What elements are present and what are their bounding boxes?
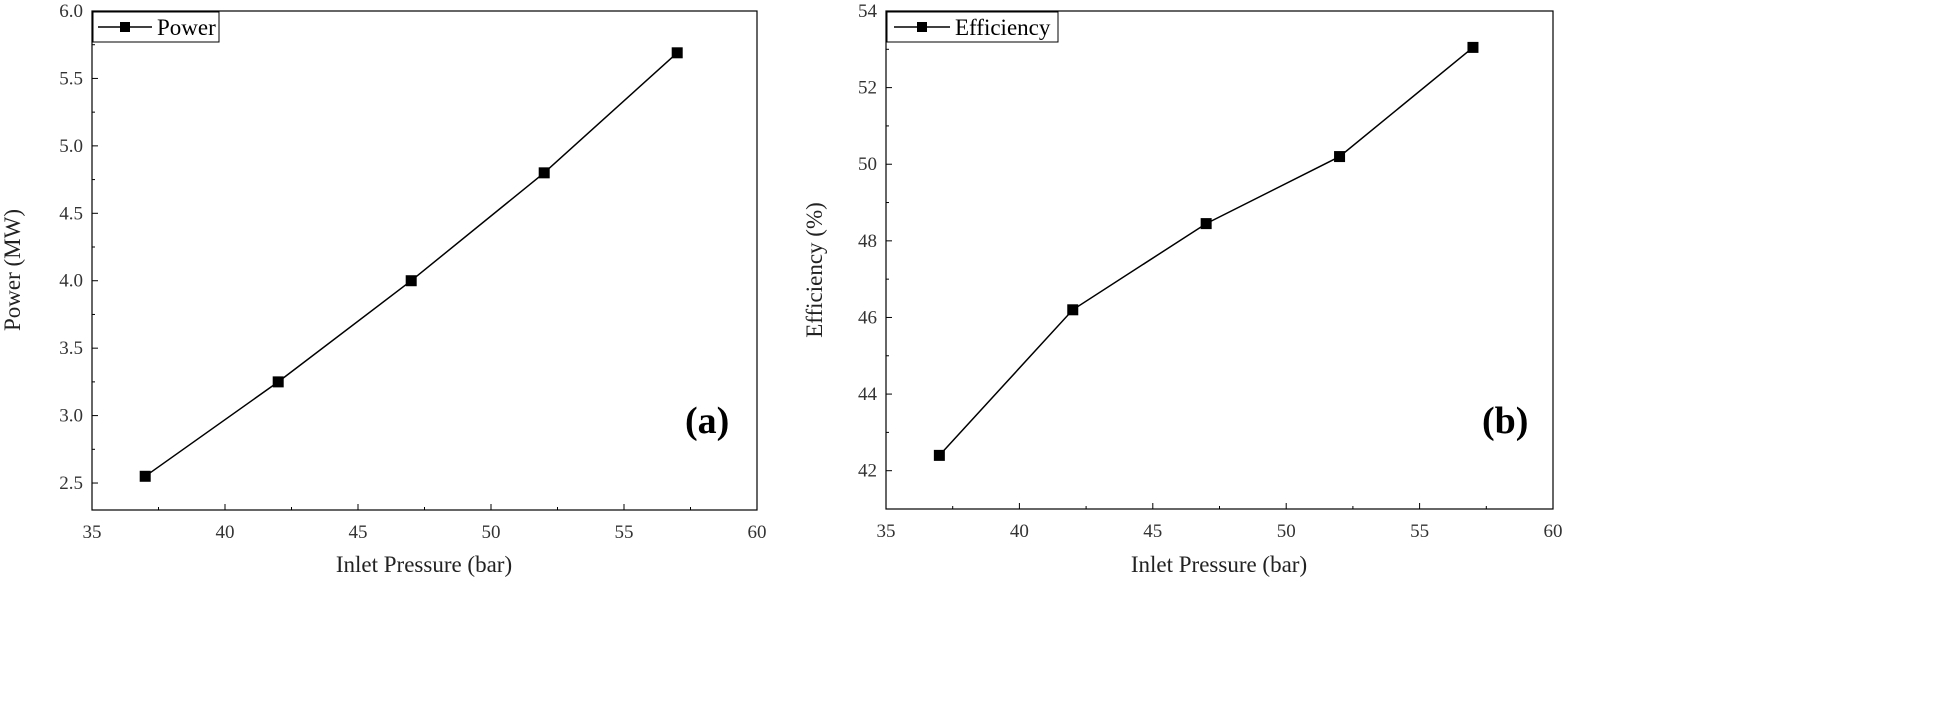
series-line [938,46,1474,456]
data-point-marker [933,449,945,461]
data-point-marker [1067,304,1079,316]
plot-area-frame [885,10,1554,510]
y-tick-label: 50 [858,154,877,175]
panel-label: (a) [685,400,729,442]
data-point-marker [671,47,683,59]
y-tick-label: 48 [858,231,877,252]
legend-label: Efficiency [955,15,1051,40]
x-tick-label: 35 [877,521,896,542]
y-tick-label: 3.5 [59,338,83,359]
y-tick-label: 5.0 [59,136,83,157]
x-tick-label: 45 [1143,521,1162,542]
legend: Efficiency [886,11,1059,43]
x-tick-label: 60 [1544,521,1563,542]
y-axis-ticks: 42 44 46 48 50 52 54 [858,1,892,510]
y-tick-label: 6.0 [59,1,83,22]
x-tick-label: 35 [83,522,102,543]
y-tick-label: 52 [858,78,877,99]
plot-area-frame [91,10,758,511]
data-point-marker [272,376,284,388]
series-line [144,52,678,477]
y-tick-label: 54 [858,1,878,22]
x-axis-ticks: 35 40 45 50 55 60 [83,504,767,543]
x-tick-label: 55 [615,522,634,543]
data-point-marker [1200,218,1212,230]
legend-label: Power [157,15,216,40]
y-tick-label: 3.0 [59,406,83,427]
x-tick-label: 50 [482,522,501,543]
y-axis-ticks: 2.5 3.0 3.5 4.0 4.5 5.0 5.5 6.0 [59,1,98,494]
y-axis-label: Power (MW) [0,209,25,331]
y-tick-label: 4.5 [59,203,83,224]
x-axis-label: Inlet Pressure (bar) [336,552,512,577]
data-point-marker [1467,41,1479,53]
x-tick-label: 45 [349,522,368,543]
x-axis-label: Inlet Pressure (bar) [1131,552,1307,577]
legend: Power [92,11,220,43]
data-point-marker [405,275,417,287]
legend-marker [120,22,130,32]
data-point-marker [139,470,151,482]
data-point-marker [538,167,550,179]
y-tick-label: 2.5 [59,473,83,494]
y-tick-label: 42 [858,461,877,482]
x-tick-label: 40 [216,522,235,543]
y-axis-label: Efficiency (%) [802,202,827,338]
panel-label: (b) [1482,400,1528,442]
x-axis-ticks: 35 40 45 50 55 60 [877,503,1563,542]
y-tick-label: 5.5 [59,68,83,89]
x-tick-label: 50 [1277,521,1296,542]
y-tick-label: 4.0 [59,271,83,292]
series-power [139,47,683,482]
chart-panel-power: 35 40 45 50 55 60 2.5 3.0 3.5 4.0 4.5 5.0 5.5 6.0 In… [0,1,767,577]
x-tick-label: 40 [1010,521,1029,542]
x-tick-label: 55 [1410,521,1429,542]
legend-marker [917,22,927,32]
x-tick-label: 60 [748,522,767,543]
chart-panel-efficiency: 35 40 45 50 55 60 42 44 46 48 50 52 54 Inlet Pressu… [802,1,1563,577]
series-efficiency [933,41,1479,461]
data-point-marker [1334,151,1346,163]
y-tick-label: 44 [858,384,878,405]
y-tick-label: 46 [858,307,877,328]
